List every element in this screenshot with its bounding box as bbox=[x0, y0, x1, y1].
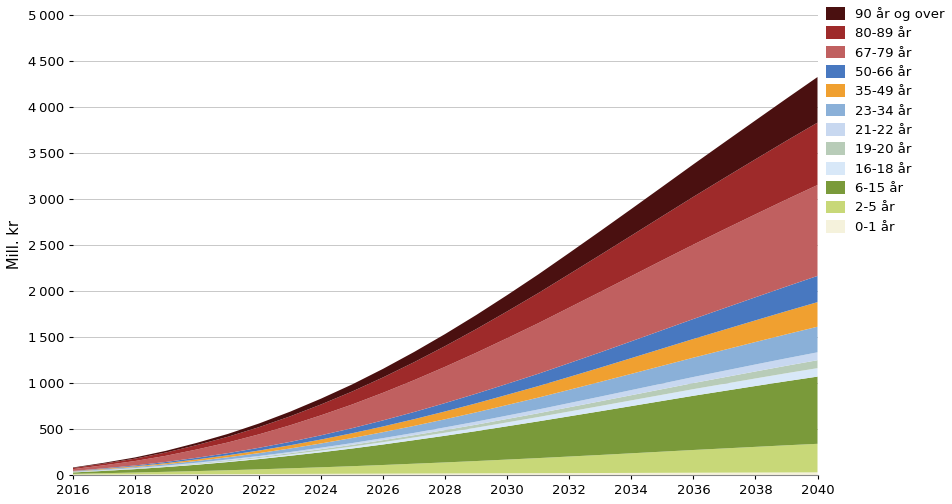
Y-axis label: Mill. kr: Mill. kr bbox=[7, 220, 22, 269]
Legend: 90 år og over, 80-89 år, 67-79 år, 50-66 år, 35-49 år, 23-34 år, 21-22 år, 19-20: 90 år og over, 80-89 år, 67-79 år, 50-66… bbox=[824, 6, 945, 235]
